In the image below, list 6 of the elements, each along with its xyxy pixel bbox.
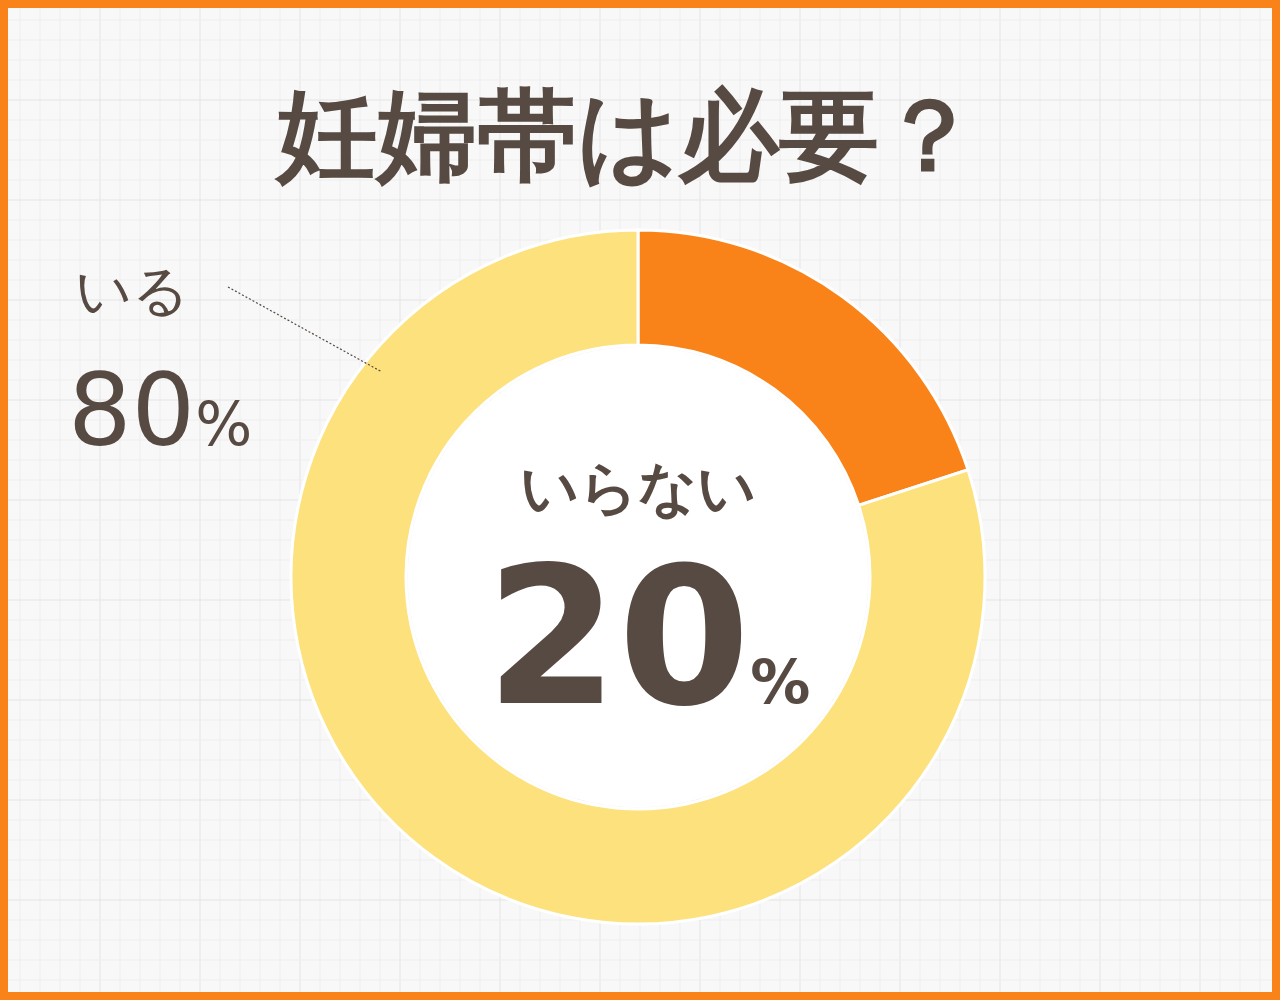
slice-label: いる (75, 258, 189, 323)
chart-title: 妊婦帯は必要？ (274, 77, 979, 194)
slice-label: いらない (520, 454, 756, 522)
data-label: 80% (68, 352, 253, 469)
data-label: 20% (485, 527, 811, 748)
donut-slice (289, 228, 986, 926)
